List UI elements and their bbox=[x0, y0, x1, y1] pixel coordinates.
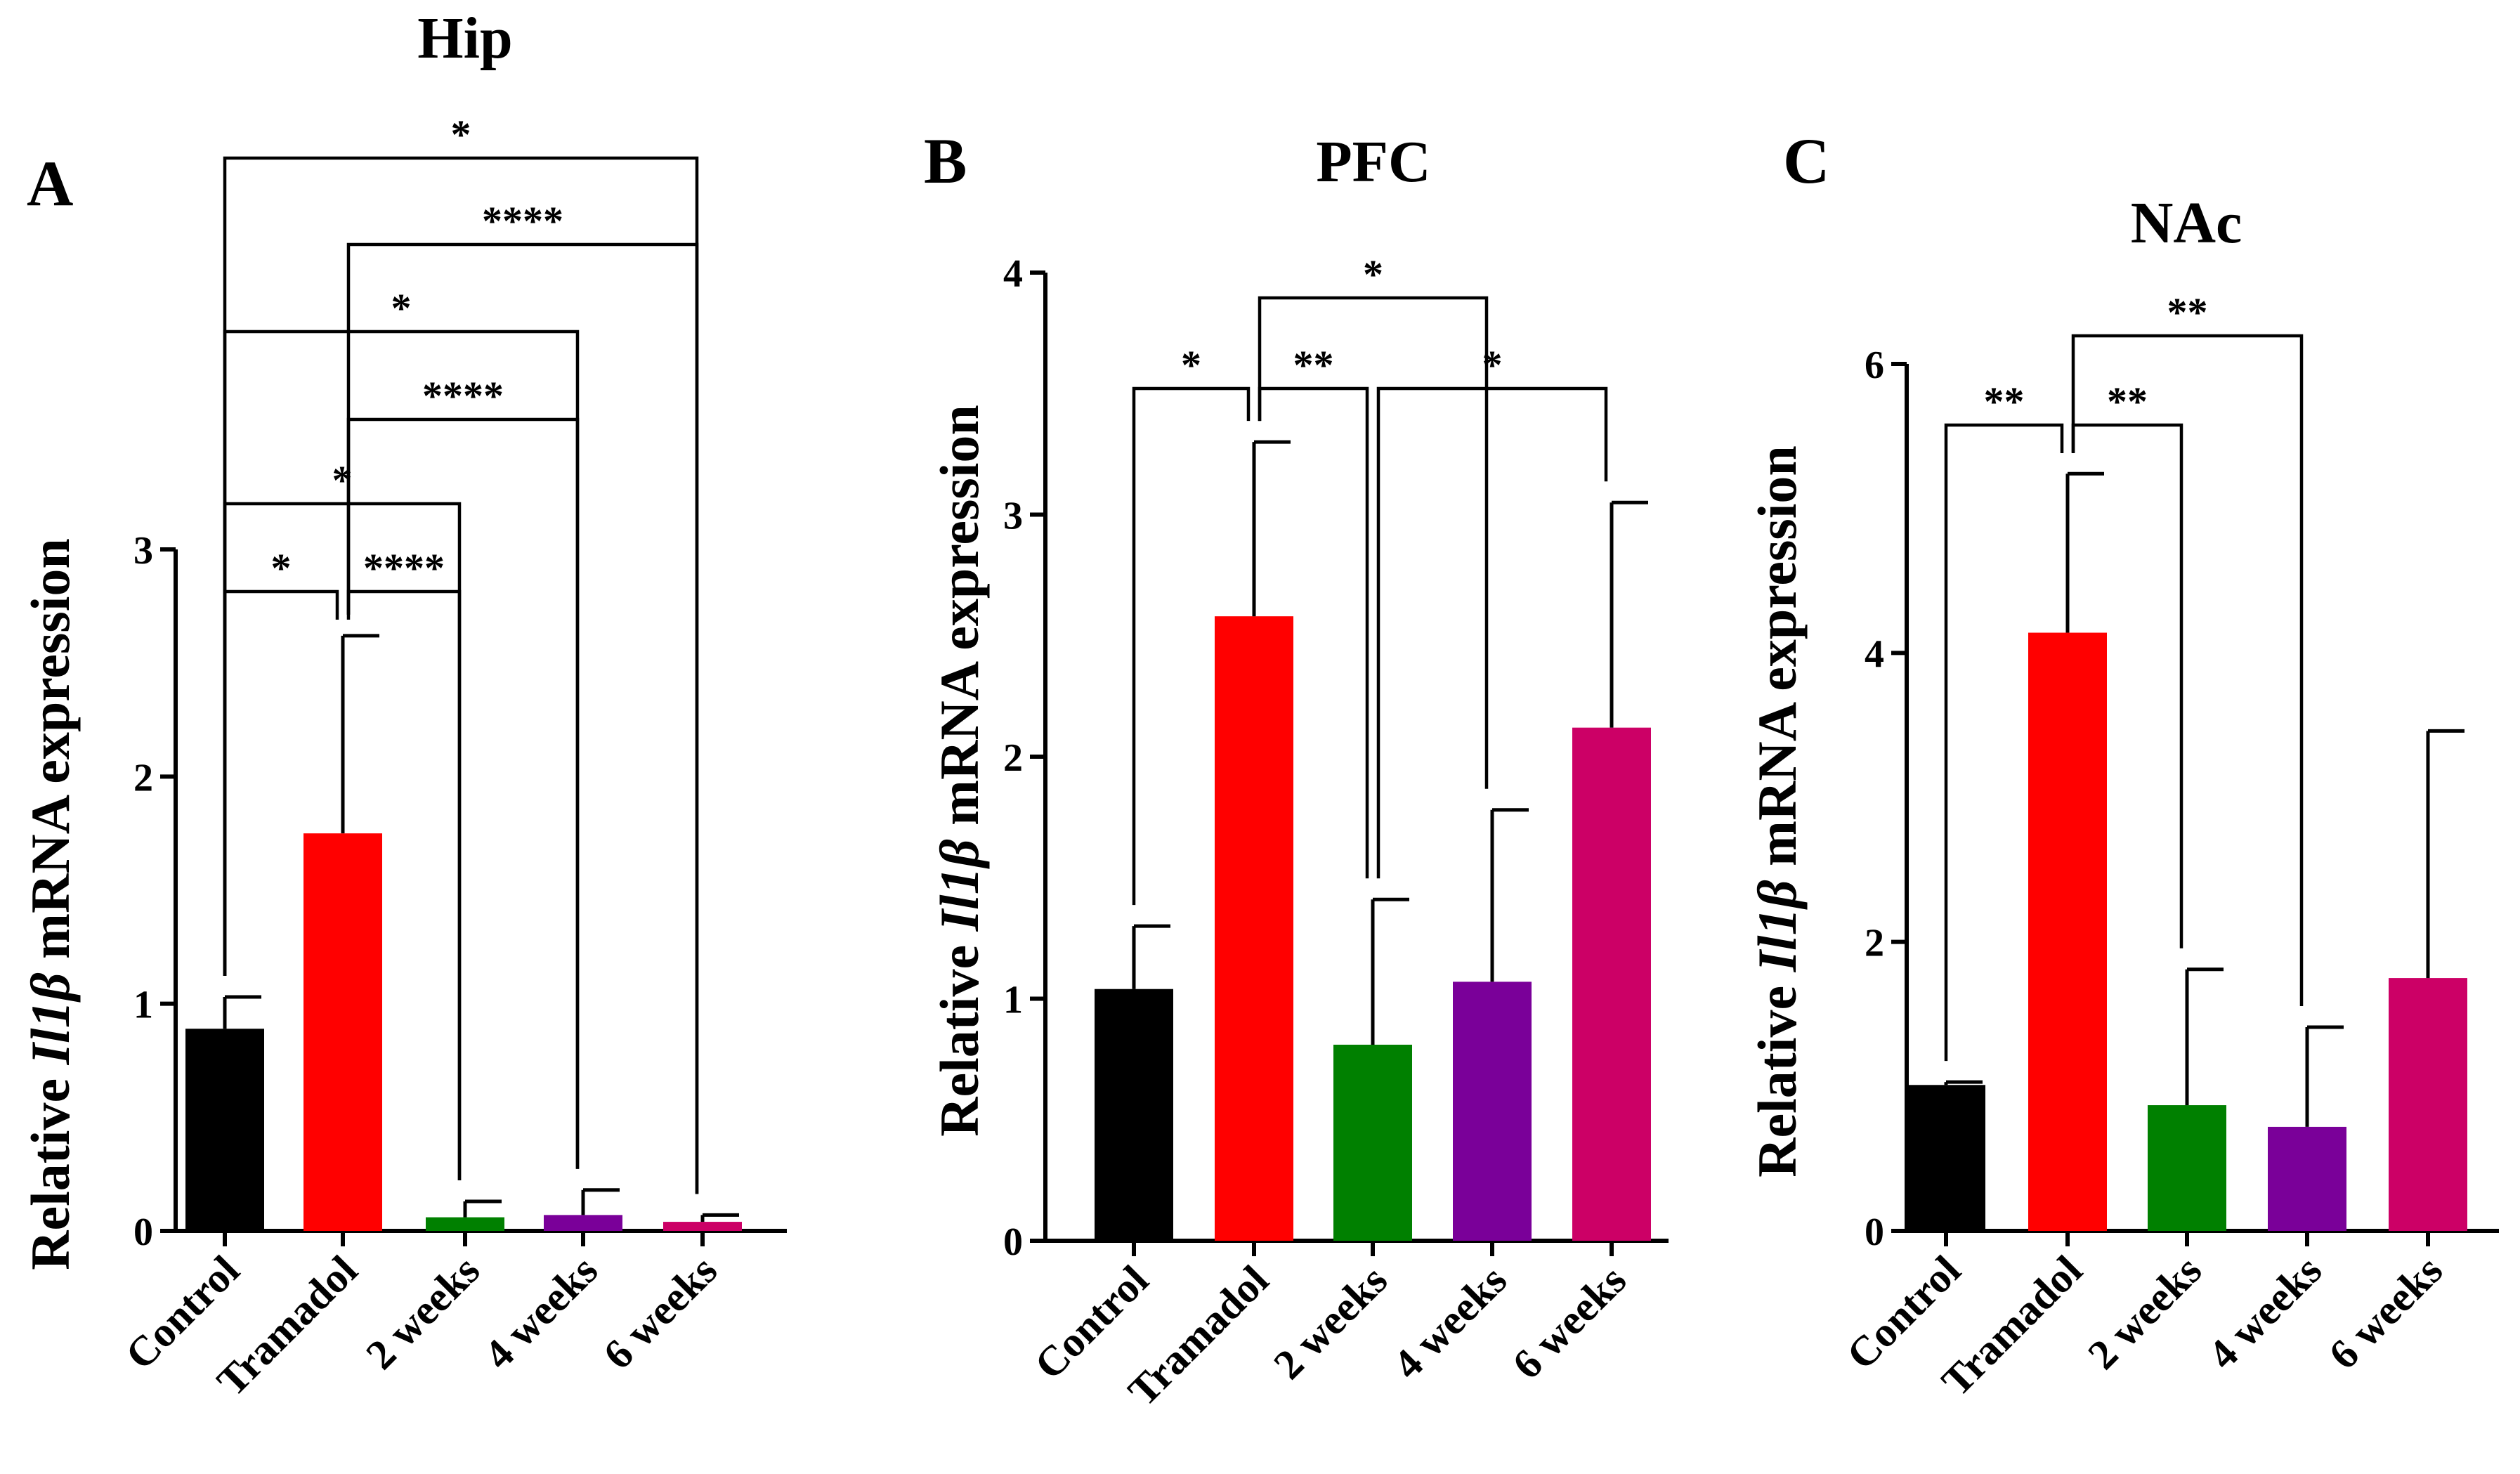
x-tick-label: 2 weeks bbox=[357, 1247, 488, 1378]
x-tick-label: 2 weeks bbox=[2079, 1247, 2210, 1378]
significance-label: * bbox=[271, 545, 292, 591]
y-axis-label: Relative Il1β mRNA expression bbox=[1747, 445, 1808, 1178]
bar-tramadol bbox=[303, 833, 382, 1231]
significance-bracket bbox=[1258, 296, 1489, 789]
bar-4-weeks bbox=[1453, 981, 1532, 1241]
significance-label: **** bbox=[363, 545, 445, 591]
y-tick-label: 6 bbox=[1865, 344, 1884, 387]
bar-6-weeks bbox=[1572, 727, 1651, 1241]
bar-6-weeks bbox=[663, 1222, 742, 1231]
bar-2-weeks bbox=[426, 1217, 504, 1231]
chart-title: Hip bbox=[417, 6, 512, 71]
significance-label: **** bbox=[422, 373, 504, 419]
panel-letter: C bbox=[1783, 125, 1829, 197]
x-tick-label: 4 weeks bbox=[475, 1247, 606, 1378]
y-axis-label-gene: Il1β bbox=[929, 839, 990, 932]
y-tick-label: 4 bbox=[1003, 252, 1023, 296]
y-tick-label: 2 bbox=[1003, 736, 1023, 780]
significance-label: * bbox=[451, 112, 471, 157]
y-axis-label: Relative Il1β mRNA expression bbox=[929, 405, 990, 1137]
y-tick-label: 2 bbox=[1865, 922, 1884, 965]
y-axis-label: Relative Il1β mRNA expression bbox=[20, 538, 81, 1270]
y-axis-label-prefix: Relative bbox=[929, 931, 990, 1136]
bar-4-weeks bbox=[2268, 1126, 2346, 1231]
chart-title: PFC bbox=[1316, 129, 1430, 195]
y-tick-label: 0 bbox=[1003, 1220, 1023, 1264]
x-tick-label: 4 weeks bbox=[1384, 1257, 1515, 1388]
bar-control bbox=[185, 1029, 264, 1231]
significance-label: **** bbox=[482, 198, 563, 244]
y-axis-label-suffix: mRNA expression bbox=[1747, 445, 1808, 880]
y-axis-label-gene: Il1β bbox=[20, 972, 81, 1065]
significance-label: ** bbox=[2107, 379, 2148, 424]
bar-2-weeks bbox=[1333, 1044, 1412, 1241]
bar-tramadol bbox=[2028, 632, 2107, 1231]
bar-4-weeks bbox=[544, 1215, 622, 1231]
significance-label: * bbox=[1363, 252, 1383, 297]
bar-control bbox=[1907, 1085, 1985, 1231]
significance-label: * bbox=[391, 285, 412, 331]
y-tick-label: 3 bbox=[1003, 495, 1023, 538]
y-tick-label: 1 bbox=[133, 984, 153, 1027]
y-axis-label-prefix: Relative bbox=[20, 1064, 81, 1270]
y-tick-label: 4 bbox=[1865, 632, 1884, 676]
chart-title: NAc bbox=[2131, 190, 2242, 256]
panel-letter: B bbox=[924, 125, 967, 197]
significance-label: ** bbox=[1984, 379, 2025, 424]
panel-letter: A bbox=[27, 148, 73, 219]
y-axis-label-suffix: mRNA expression bbox=[929, 405, 990, 839]
y-tick-label: 1 bbox=[1003, 979, 1023, 1022]
significance-label: * bbox=[1181, 342, 1201, 388]
bar-control bbox=[1095, 989, 1173, 1241]
y-axis-label-suffix: mRNA expression bbox=[20, 538, 81, 972]
significance-bracket bbox=[1376, 386, 1608, 879]
significance-bracket bbox=[346, 242, 699, 1194]
x-tick-label: 2 weeks bbox=[1265, 1257, 1396, 1388]
y-axis-label-gene: Il1β bbox=[1747, 880, 1808, 972]
significance-bracket bbox=[223, 330, 580, 1169]
bar-6-weeks bbox=[2389, 978, 2467, 1231]
bar-2-weeks bbox=[2148, 1105, 2226, 1231]
significance-bracket bbox=[223, 156, 699, 1194]
bar-tramadol bbox=[1215, 616, 1293, 1241]
x-tick-label: 4 weeks bbox=[2199, 1247, 2330, 1378]
x-tick-label: 6 weeks bbox=[1503, 1257, 1635, 1388]
significance-bracket bbox=[346, 417, 580, 1169]
significance-bracket bbox=[1944, 423, 2064, 1062]
y-tick-label: 0 bbox=[1865, 1211, 1884, 1254]
y-tick-label: 0 bbox=[133, 1211, 153, 1254]
x-tick-label: 6 weeks bbox=[594, 1247, 726, 1378]
significance-label: ** bbox=[2167, 289, 2208, 335]
y-axis-label-prefix: Relative bbox=[1747, 972, 1808, 1177]
significance-bracket bbox=[2071, 334, 2304, 1007]
significance-label: ** bbox=[1293, 342, 1334, 388]
y-tick-label: 3 bbox=[133, 529, 153, 573]
significance-bracket bbox=[1132, 386, 1251, 906]
x-tick-label: 6 weeks bbox=[2320, 1247, 2451, 1378]
y-tick-label: 2 bbox=[133, 756, 153, 800]
